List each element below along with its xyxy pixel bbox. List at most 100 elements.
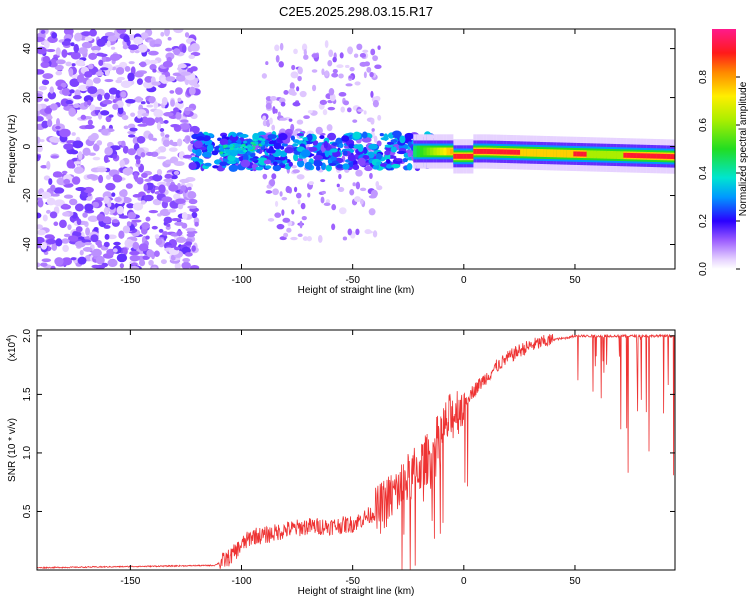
heatmap-cell [640, 153, 644, 159]
heatmap-cell [61, 257, 73, 266]
heatmap-cell [379, 132, 384, 137]
heatmap-cell [44, 107, 53, 114]
heatmap-cell [179, 123, 191, 130]
heatmap-cell [142, 80, 154, 89]
heatmap-cell [96, 167, 108, 173]
heatmap-cell [49, 86, 54, 94]
heatmap-cell [336, 164, 344, 169]
heatmap-cell [40, 241, 48, 250]
heatmap-cell [419, 149, 424, 154]
heatmap-cell [87, 99, 92, 106]
heatmap-cell [117, 106, 124, 115]
heatmap-cell [37, 224, 43, 230]
heatmap-cell [104, 233, 110, 240]
heatmap-cell [131, 262, 137, 266]
heatmap-cell [129, 254, 141, 262]
heatmap-cell [224, 153, 229, 157]
heatmap-cell [188, 86, 196, 96]
heatmap-cell [274, 212, 282, 218]
heatmap-cell [288, 161, 293, 167]
heatmap-cell [161, 97, 168, 106]
heatmap-cell [68, 67, 74, 77]
snr-xtick-label: 0 [461, 576, 467, 587]
heatmap-cell [43, 40, 50, 49]
heatmap-cell [178, 151, 185, 160]
heatmap-cell [55, 47, 61, 56]
heatmap-cell [51, 137, 61, 143]
heatmap-cell [323, 202, 331, 207]
heatmap-cell [284, 146, 294, 154]
heatmap-cell [361, 137, 372, 143]
heatmap-cell [446, 149, 451, 154]
heatmap-cell [151, 81, 161, 86]
heatmap-cell [87, 134, 98, 142]
colorbar-tick-label: 0.2 [698, 214, 709, 228]
heatmap-cell [72, 231, 82, 237]
heatmap-cell [156, 122, 161, 131]
heatmap-cell [370, 48, 376, 56]
heatmap-cell [349, 66, 355, 72]
heatmap-cell [285, 185, 291, 194]
heatmap-cell [233, 147, 238, 151]
snr-xtick-label: -150 [120, 576, 140, 587]
heatmap-cell [349, 189, 355, 196]
heatmap-cell [380, 137, 389, 141]
heatmap-cell [240, 144, 245, 148]
heatmap-cell [426, 149, 431, 154]
heatmap-cell [41, 258, 52, 263]
heatmap-cell [290, 236, 298, 241]
heatmap-cell [107, 35, 118, 42]
heatmap-cell [131, 219, 142, 223]
heatmap-cell [329, 93, 336, 102]
heatmap-cell [61, 170, 68, 175]
heatmap-cell [164, 134, 170, 138]
heatmap-cell [347, 107, 352, 113]
snr-series-line [37, 333, 675, 570]
heatmap-cell [269, 95, 277, 101]
heatmap-cell [72, 140, 84, 149]
heatmap-cell [37, 262, 41, 268]
heatmap-cell [189, 264, 200, 269]
heatmap-cell [37, 36, 45, 42]
heatmap-cell [103, 155, 109, 164]
heatmap-cell [327, 60, 333, 67]
heatmap-cell [374, 64, 382, 69]
heatmap-cell [127, 123, 136, 129]
heatmap-cell [51, 32, 58, 39]
heatmap-cell [106, 40, 111, 48]
heatmap-cell [385, 164, 393, 169]
heatmap-cell [137, 123, 148, 127]
heatmap-cell [355, 181, 361, 190]
heatmap-cell [560, 149, 564, 158]
heatmap-cell [261, 138, 266, 142]
heatmap-cell [100, 110, 110, 116]
colorbar: 0.0 0.2 0.4 0.6 0.8 Normalized spectral ampl… [698, 29, 749, 276]
heatmap-cell [399, 135, 406, 144]
heatmap-cell [348, 143, 355, 149]
heatmap-cell [583, 151, 587, 157]
heatmap-cell [320, 196, 325, 204]
heatmap-cell [111, 219, 120, 224]
heatmap-cell [369, 71, 374, 78]
heatmap-cell [174, 221, 185, 226]
heatmap-cell [55, 125, 61, 130]
heatmap-cell [384, 150, 391, 156]
heatmap-cell [463, 153, 467, 159]
heatmap-cell [181, 261, 191, 269]
snr-ytick-label: 0.5 [22, 504, 33, 518]
heatmap-cell [40, 29, 46, 34]
heatmap-cell [407, 141, 412, 147]
heatmap-cell [281, 196, 288, 201]
heatmap-cell [249, 146, 254, 150]
heatmap-cell [127, 148, 137, 156]
heatmap-cell [148, 59, 159, 65]
heatmap-cell [272, 164, 282, 172]
heatmap-cell [313, 160, 323, 167]
heatmap-cell [102, 99, 113, 105]
heatmap-cell [262, 115, 267, 121]
heatmap-cell [325, 164, 332, 172]
heatmap-cell [242, 154, 249, 162]
heatmap-cell [163, 112, 174, 117]
heatmap-cell [496, 149, 501, 155]
heatmap-cell [653, 153, 657, 159]
